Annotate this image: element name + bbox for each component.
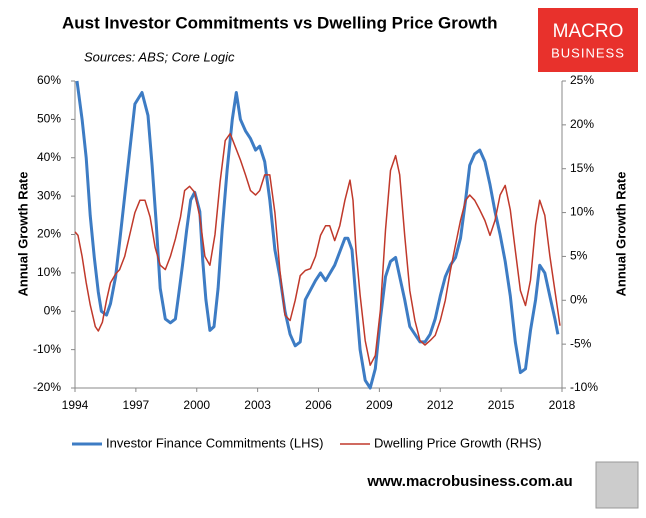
x-tick-label: 2018 (549, 398, 576, 412)
x-tick-label: 2015 (488, 398, 515, 412)
y2-tick-label: 5% (570, 249, 588, 263)
y2-tick-label: 15% (570, 161, 594, 175)
legend-label: Dwelling Price Growth (RHS) (374, 435, 542, 450)
y-tick-label: 20% (37, 227, 61, 241)
wolf-icon (595, 461, 639, 509)
series-line (74, 132, 561, 366)
x-tick-label: 2012 (427, 398, 454, 412)
x-tick-label: 2000 (183, 398, 210, 412)
chart-subtitle: Sources: ABS; Core Logic (84, 49, 235, 64)
legend-label: Investor Finance Commitments (LHS) (106, 435, 323, 450)
y2-tick-label: 25% (570, 73, 594, 87)
brand-line: BUSINESS (551, 45, 625, 60)
y-tick-label: 30% (37, 188, 61, 202)
y2-tick-label: 0% (570, 292, 588, 306)
y2-tick-label: -10% (570, 380, 598, 394)
y2-tick-label: -5% (570, 336, 592, 350)
x-tick-label: 1994 (62, 398, 89, 412)
y-tick-label: -20% (33, 380, 61, 394)
y-tick-label: 60% (37, 73, 61, 87)
brand-logo (538, 8, 638, 72)
y-tick-label: 10% (37, 265, 61, 279)
website: www.macrobusiness.com.au (366, 473, 572, 490)
series-line (75, 80, 560, 390)
y-tick-label: 0% (44, 303, 62, 317)
x-tick-label: 2006 (305, 398, 332, 412)
x-tick-label: 2003 (244, 398, 271, 412)
y2-axis-title: Annual Growth Rate (613, 172, 628, 297)
y-tick-label: 40% (37, 150, 61, 164)
x-tick-label: 2009 (366, 398, 393, 412)
y-axis-title: Annual Growth Rate (15, 172, 30, 297)
y-tick-label: -10% (33, 342, 61, 356)
x-tick-label: 1997 (123, 398, 150, 412)
brand-line: MACRO (553, 21, 624, 42)
y2-tick-label: 20% (570, 117, 594, 131)
y2-tick-label: 10% (570, 205, 594, 219)
chart-title: Aust Investor Commitments vs Dwelling Pr… (62, 13, 497, 32)
y-tick-label: 50% (37, 112, 61, 126)
